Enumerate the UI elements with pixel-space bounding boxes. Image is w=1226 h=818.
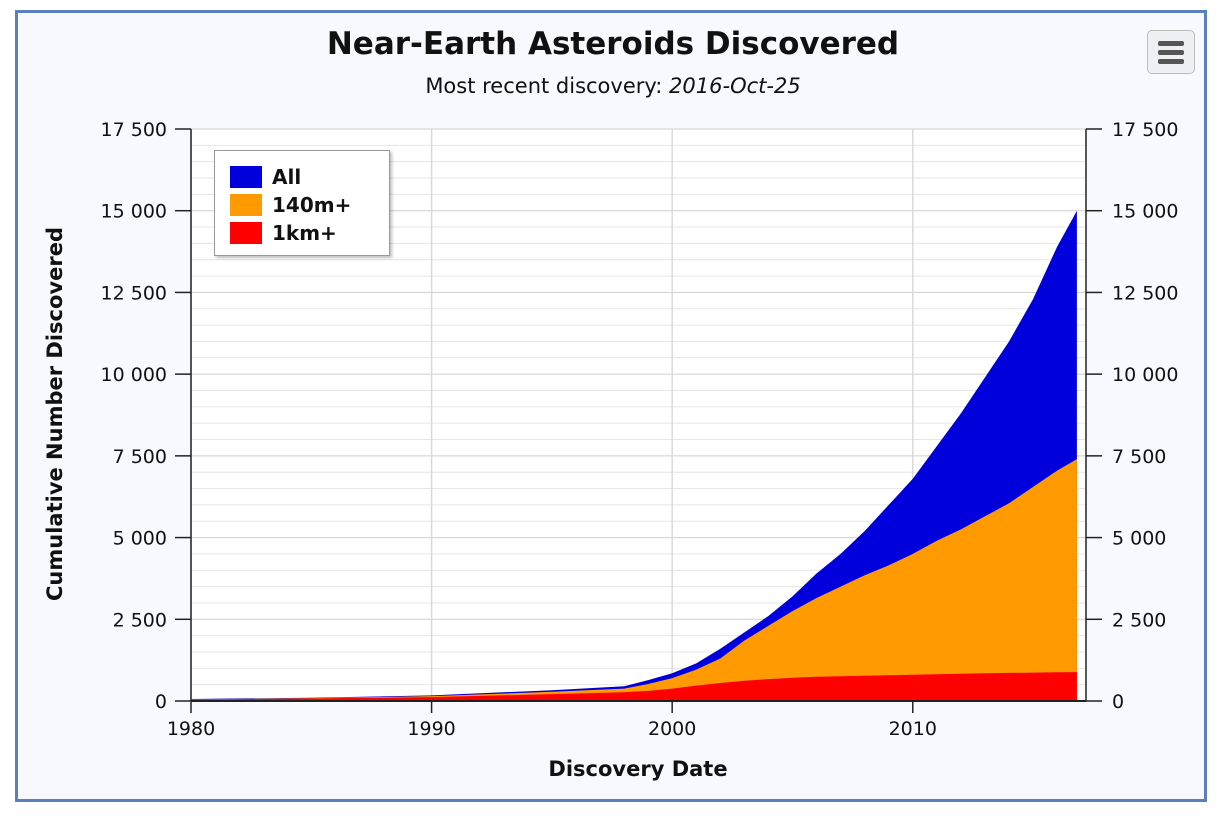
- chart-subtitle: Most recent discovery: 2016-Oct-25: [0, 74, 1226, 98]
- area-series-0: [191, 210, 1077, 701]
- y-tick-label-right: 10 000: [1112, 364, 1178, 386]
- x-axis-title: Discovery Date: [548, 757, 727, 781]
- legend-item-1km[interactable]: 1km+: [230, 221, 337, 245]
- y-tick-label-left: 12 500: [101, 282, 167, 304]
- hamburger-icon: [1158, 41, 1184, 46]
- x-tick-label: 2010: [889, 718, 937, 740]
- legend-label-1km: 1km+: [272, 221, 337, 245]
- subtitle-prefix: Most recent discovery:: [425, 74, 670, 98]
- y-tick-label-left: 2 500: [113, 609, 167, 631]
- y-tick-label-right: 0: [1112, 691, 1124, 713]
- y-tick-label-left: 17 500: [101, 119, 167, 141]
- series-areas: [191, 210, 1077, 701]
- legend-swatch-140m: [230, 194, 262, 216]
- legend-swatch-1km: [230, 222, 262, 244]
- x-tick-label: 1990: [407, 718, 455, 740]
- legend-label-all: All: [272, 165, 302, 189]
- y-tick-label-left: 0: [155, 691, 167, 713]
- x-tick-label: 2000: [648, 718, 696, 740]
- y-tick-label-left: 10 000: [101, 364, 167, 386]
- y-tick-label-right: 5 000: [1112, 528, 1166, 550]
- hamburger-icon-bar: [1158, 59, 1184, 64]
- legend-item-all[interactable]: All: [230, 165, 301, 189]
- y-tick-label-left: 7 500: [113, 446, 167, 468]
- subtitle-date: 2016-Oct-25: [669, 74, 801, 98]
- area-series-1: [191, 459, 1077, 701]
- y-tick-label-right: 2 500: [1112, 609, 1166, 631]
- area-series-2: [191, 672, 1077, 701]
- y-axis-title: Cumulative Number Discovered: [43, 227, 67, 601]
- tick-labels: 0 0 2 500 2 500 5 000 5 000 7 500 7 500 10 000 10…: [101, 119, 1179, 740]
- legend-item-140m[interactable]: 140m+: [230, 193, 351, 217]
- x-tick-label: 1980: [167, 718, 215, 740]
- y-tick-label-right: 12 500: [1112, 282, 1178, 304]
- y-tick-label-left: 5 000: [113, 528, 167, 550]
- y-tick-label-right: 17 500: [1112, 119, 1178, 141]
- axes: [175, 128, 1102, 713]
- y-tick-label-right: 7 500: [1112, 446, 1166, 468]
- hamburger-icon-bar: [1158, 50, 1184, 55]
- y-tick-label-right: 15 000: [1112, 201, 1178, 223]
- chart-menu-button[interactable]: [1147, 30, 1195, 74]
- y-tick-label-left: 15 000: [101, 201, 167, 223]
- legend: All 140m+ 1km+: [214, 150, 390, 256]
- legend-label-140m: 140m+: [272, 193, 352, 217]
- chart-title: Near-Earth Asteroids Discovered: [326, 26, 900, 62]
- legend-swatch-all: [230, 166, 262, 188]
